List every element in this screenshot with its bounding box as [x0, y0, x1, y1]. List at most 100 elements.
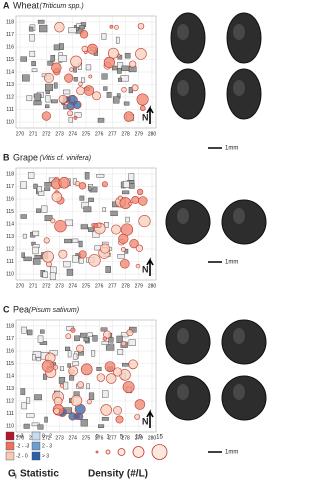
density-circle	[121, 87, 127, 93]
stone	[44, 416, 48, 423]
stone	[26, 95, 33, 102]
x-tick-label: 278	[121, 435, 130, 441]
stone	[92, 335, 98, 342]
stone	[96, 366, 102, 371]
density-circle	[54, 22, 65, 33]
stone	[34, 394, 42, 401]
stone	[42, 271, 48, 278]
figure: A Wheat (Triticum spp.) 270 271 272 273 274 275 2…	[3, 0, 267, 481]
stone	[58, 55, 67, 62]
density-circle	[128, 201, 133, 206]
density-circle	[54, 219, 67, 233]
grain-photo	[226, 68, 262, 120]
density-circle	[70, 55, 83, 68]
stone	[96, 173, 105, 178]
stone	[31, 422, 40, 427]
density-circle	[53, 396, 63, 406]
density-circle	[137, 22, 145, 30]
stone	[85, 64, 92, 71]
density-value: 10	[135, 435, 142, 441]
x-tick-label: 276	[95, 283, 104, 289]
stone	[22, 74, 30, 82]
stone	[116, 335, 123, 344]
grain-highlight	[177, 328, 189, 344]
density-circle	[70, 394, 83, 407]
stone	[20, 388, 26, 395]
x-tick-label: 272	[42, 435, 51, 441]
stone	[44, 182, 53, 187]
stone	[108, 337, 114, 343]
density-circle	[51, 191, 63, 203]
grain-photo	[165, 199, 211, 245]
scale-label: 1mm	[225, 450, 238, 456]
y-tick-label: 110	[6, 119, 14, 125]
grain-photo	[221, 199, 267, 245]
y-tick-label: 113	[6, 386, 14, 392]
x-tick-label: 272	[42, 283, 51, 289]
stone	[87, 186, 92, 191]
density-circle	[120, 340, 127, 347]
x-tick-label: 278	[121, 283, 130, 289]
stone	[20, 181, 27, 189]
x-tick-label: 272	[42, 131, 51, 137]
stone	[128, 173, 135, 181]
stone	[79, 25, 85, 30]
stone	[73, 77, 78, 82]
grain-highlight	[233, 328, 245, 344]
density-circle	[113, 367, 123, 377]
stone	[78, 240, 83, 248]
stone	[34, 93, 41, 101]
y-tick-label: 110	[6, 271, 14, 277]
stone	[58, 43, 64, 50]
stone	[53, 44, 60, 51]
y-tick-label: 118	[6, 19, 14, 25]
x-tick-label: 274	[69, 435, 78, 441]
density-circle	[64, 73, 74, 83]
panel-latin: (Triticum spp.)	[40, 3, 84, 10]
x-tick-label: 280	[148, 283, 157, 289]
y-tick-label: 111	[6, 107, 14, 113]
stone	[73, 66, 77, 73]
stone	[73, 353, 78, 360]
y-tick-label: 115	[6, 57, 14, 63]
density-circle	[51, 62, 62, 73]
grain-highlight	[177, 24, 189, 40]
y-tick-label: 110	[6, 423, 14, 429]
north-arrow	[146, 409, 154, 428]
x-tick-label: 273	[55, 435, 64, 441]
stone	[69, 375, 75, 381]
stone	[37, 19, 45, 24]
stone	[104, 222, 109, 228]
density-circle	[115, 415, 124, 424]
stone	[47, 60, 54, 66]
density-circle	[120, 258, 130, 269]
stone	[113, 96, 120, 104]
density-circle	[76, 344, 85, 353]
stone	[101, 33, 107, 40]
density-circle	[131, 84, 139, 92]
x-tick-label: 270	[16, 131, 25, 137]
stone	[117, 349, 124, 356]
stone	[68, 27, 77, 34]
y-tick-label: 112	[6, 398, 14, 404]
density-circle	[92, 91, 101, 101]
stone	[23, 423, 30, 429]
stone	[39, 24, 48, 33]
stone	[83, 206, 92, 213]
density-circle	[135, 48, 147, 60]
density-circle	[126, 329, 134, 337]
density-circle	[131, 195, 140, 204]
stone	[121, 65, 130, 71]
grain-photo	[226, 12, 262, 64]
grain-highlight	[233, 208, 245, 224]
density-circle	[77, 381, 84, 389]
stone	[88, 197, 94, 202]
stone	[72, 361, 79, 366]
y-tick-label: 114	[6, 373, 14, 379]
density-circle	[53, 407, 61, 415]
density-circle	[58, 94, 68, 104]
density-circle	[113, 406, 122, 415]
stone	[125, 216, 130, 223]
stone	[20, 56, 27, 62]
stone	[88, 392, 95, 400]
